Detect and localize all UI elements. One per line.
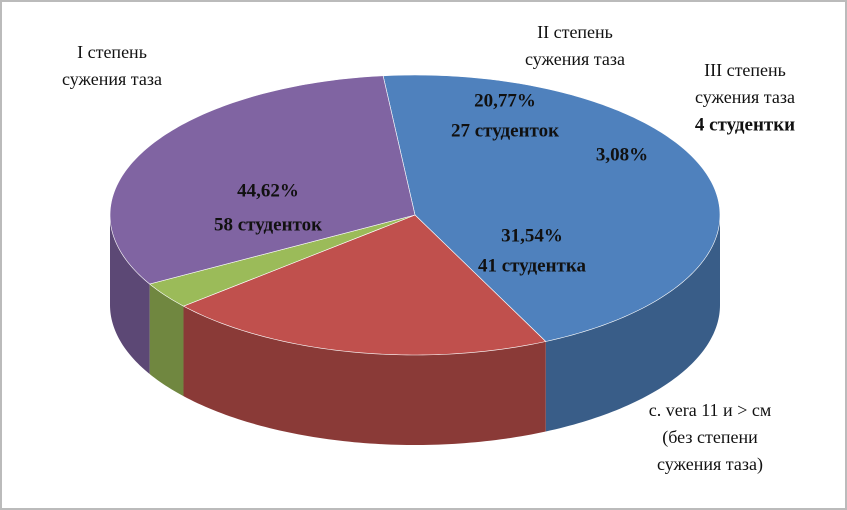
slice: [148, 214, 416, 307]
slice-side: [110, 215, 150, 375]
count-label: 58 студенток: [214, 214, 322, 235]
category-label: I степень: [77, 42, 147, 62]
category-label: II степень: [537, 22, 613, 42]
value-label: 20,77%: [474, 90, 536, 111]
category-label: III степень: [704, 60, 786, 80]
category-label: сужения таза): [657, 454, 763, 475]
slice-side: [183, 306, 546, 445]
slice-side: [149, 284, 184, 397]
category-label: сужения таза: [525, 49, 625, 69]
value-label: 44,62%: [237, 180, 299, 201]
category-label: сужения таза: [62, 69, 162, 89]
value-label: 3,08%: [596, 144, 648, 165]
count-label: 4 студентки: [695, 114, 795, 135]
count-label: 41 студентка: [478, 255, 587, 276]
slice-side: [545, 215, 720, 432]
category-label: c. vera 11 и > см: [649, 400, 771, 420]
count-label: 27 студенток: [451, 120, 559, 141]
value-label: 31,54%: [501, 225, 563, 246]
slice: [182, 214, 547, 356]
category-label: сужения таза: [695, 87, 795, 107]
slice: [109, 75, 416, 285]
category-label: (без степени: [662, 427, 758, 448]
slice: [382, 74, 721, 342]
